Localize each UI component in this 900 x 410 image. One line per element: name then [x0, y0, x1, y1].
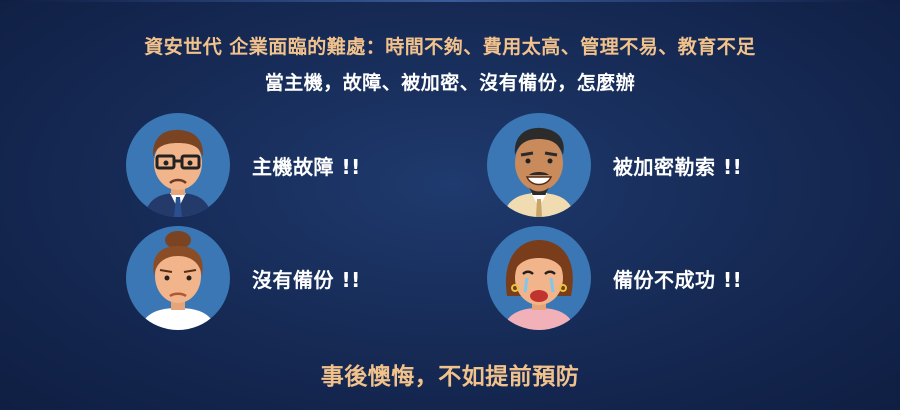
smiling-man-icon — [487, 113, 591, 217]
crying-woman-icon — [487, 226, 591, 330]
subheadline: 當主機，故障、被加密、沒有備份，怎麼辦 — [264, 72, 636, 94]
card-label: 被加密勒索 !! — [613, 154, 743, 179]
footer-slogan: 事後懊悔，不如提前預防 — [320, 364, 580, 390]
card-label: 沒有備份 !! — [252, 267, 361, 292]
headline: 資安世代 企業面臨的難處：時間不夠、費用太高、管理不易、教育不足 — [144, 36, 756, 58]
top-divider — [0, 0, 900, 2]
card-ransomware: 被加密勒索 !! — [487, 113, 742, 217]
card-backup-failed: 備份不成功 !! — [487, 226, 742, 330]
card-no-backup: 沒有備份 !! — [126, 226, 361, 330]
glasses-man-icon — [126, 113, 230, 217]
card-label: 備份不成功 !! — [613, 267, 743, 292]
card-host-failure: 主機故障 !! — [126, 113, 361, 217]
sad-woman-icon — [126, 226, 230, 330]
card-label: 主機故障 !! — [252, 154, 361, 179]
